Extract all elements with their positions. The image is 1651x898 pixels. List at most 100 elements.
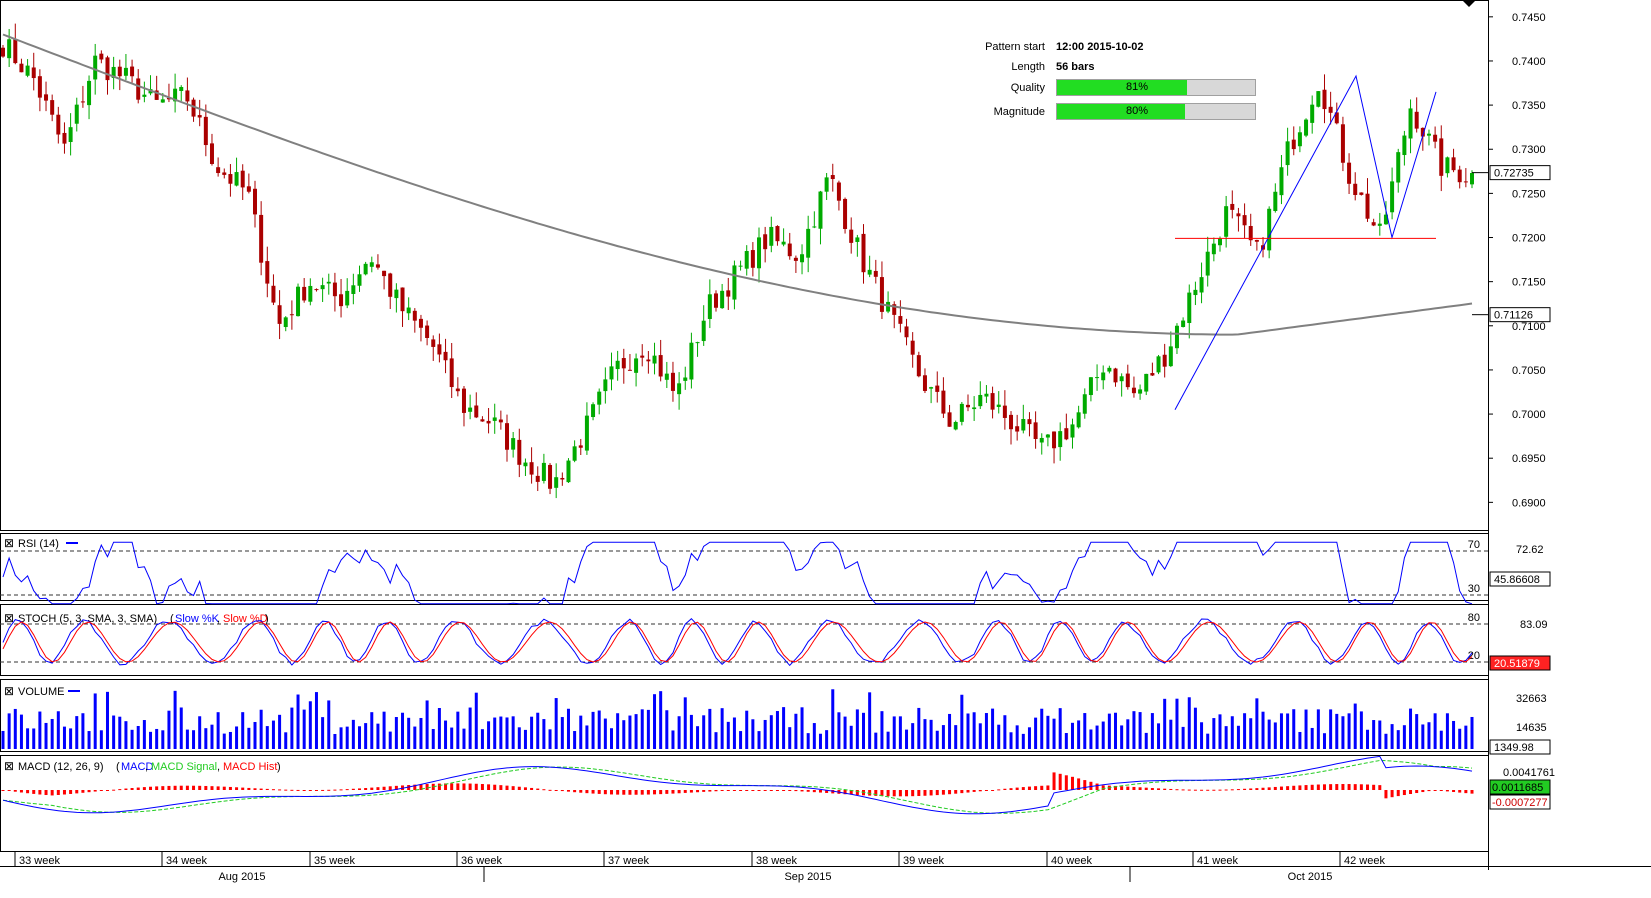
volume-bar (1396, 730, 1400, 749)
volume-bar (579, 715, 583, 749)
volume-bar (984, 713, 988, 749)
panel-frame (0, 533, 1489, 601)
macd-hist-bar (1304, 785, 1308, 790)
volume-bar (38, 711, 42, 749)
volume-bar (1292, 709, 1296, 749)
panel-frames (0, 0, 1489, 870)
volume-bar (511, 716, 515, 749)
quality-value: 81% (1125, 81, 1149, 93)
month-label: Oct 2015 (1288, 871, 1333, 883)
volume-bar (1114, 712, 1118, 749)
macd-hist-bar (788, 790, 792, 791)
volume-bar (1366, 729, 1370, 749)
macd-hist-bar (333, 789, 337, 791)
candle-body (621, 358, 626, 369)
volume-bar (462, 728, 466, 749)
macd-hist-bar (622, 790, 626, 795)
macd-signal-label: MACD Signal (151, 761, 217, 773)
volume-bar (732, 717, 736, 749)
candle-body (916, 355, 921, 377)
volume-bar (911, 723, 915, 749)
candle-body (228, 174, 233, 184)
volume-bar (1445, 713, 1449, 749)
macd-hist-bar (794, 790, 798, 792)
volume-bar (173, 690, 177, 749)
volume-bar (1279, 713, 1283, 749)
macd-hist-bar (1200, 789, 1204, 791)
magnitude-value: 80% (1125, 105, 1149, 117)
candle-body (25, 65, 30, 76)
candle-body (1383, 214, 1388, 225)
macd-hist-bar (1181, 789, 1185, 791)
volume-bar (1175, 698, 1179, 749)
volume-bar (1378, 720, 1382, 749)
macd-hist-bar (1310, 784, 1314, 790)
macd-hist-bar (136, 787, 140, 790)
volume-bar (1206, 733, 1210, 749)
volume-bar (136, 725, 140, 749)
macd-hist-bar (991, 790, 995, 791)
macd-hist-bar (597, 790, 601, 794)
week-label: 40 week (1051, 855, 1092, 867)
price-tick-label: 0.7250 (1512, 188, 1546, 200)
volume-bar (874, 732, 878, 749)
rsi-upper-label: 72.62 (1516, 544, 1544, 556)
candle-body (216, 167, 221, 174)
candle-body (431, 339, 436, 347)
candle-body (437, 344, 442, 355)
volume-bar (720, 708, 724, 749)
macd-hist-bar (732, 790, 736, 791)
candle-body (800, 254, 805, 263)
macd-hist-bar (339, 789, 343, 791)
macd-hist-bar (1261, 787, 1265, 790)
stoch-last-box (1489, 655, 1551, 671)
macd-hist-bar (1267, 787, 1271, 790)
candle-body (1390, 181, 1395, 213)
candle-body (953, 421, 958, 430)
candle-body (523, 462, 528, 467)
volume-bar (1409, 708, 1413, 749)
volume-bar (241, 712, 245, 749)
volume-bar (1236, 725, 1240, 749)
macd-hist-bar (32, 790, 36, 794)
volume-bar (1329, 709, 1333, 749)
candle-body (142, 94, 147, 97)
candle-body (246, 186, 251, 192)
volume-bar (677, 716, 681, 749)
price-tick-label: 0.6950 (1512, 453, 1546, 465)
macd-hist-bar (997, 789, 1001, 791)
macd-hist-bar (874, 790, 878, 796)
candle-body (240, 170, 245, 188)
candle-body (793, 257, 798, 261)
volume-bar (69, 728, 73, 749)
candle-body (898, 316, 903, 324)
macd-hist-bar (800, 790, 804, 792)
stoch-d-label: Slow %D (223, 613, 268, 625)
volume-bar (1003, 715, 1007, 749)
price-tick-label: 0.7100 (1512, 321, 1546, 333)
candle-body (830, 175, 835, 180)
candle-body (584, 415, 589, 451)
volume-bar (425, 700, 429, 749)
volume-bar (769, 715, 773, 749)
volume-bar (1353, 703, 1357, 749)
magnitude-label: Magnitude (993, 106, 1045, 118)
volume-bar (991, 708, 995, 749)
macd-hist-bar (978, 790, 982, 792)
macd-hist-bar (204, 785, 208, 790)
volume-bar (1390, 724, 1394, 749)
candle-body (781, 241, 786, 245)
volume-bar (105, 691, 109, 749)
volume-bar (1249, 718, 1253, 749)
volume-bar (1316, 709, 1320, 749)
candle-body (1021, 419, 1026, 431)
candle-body (824, 177, 829, 192)
candle-body (972, 407, 977, 410)
macd-hist-bar (99, 790, 103, 791)
price-tick-label: 0.7400 (1512, 56, 1546, 68)
volume-bar (1169, 719, 1173, 749)
stoch-level-label: 80 (1468, 612, 1480, 624)
week-label: 33 week (19, 855, 60, 867)
week-label: 42 week (1344, 855, 1385, 867)
